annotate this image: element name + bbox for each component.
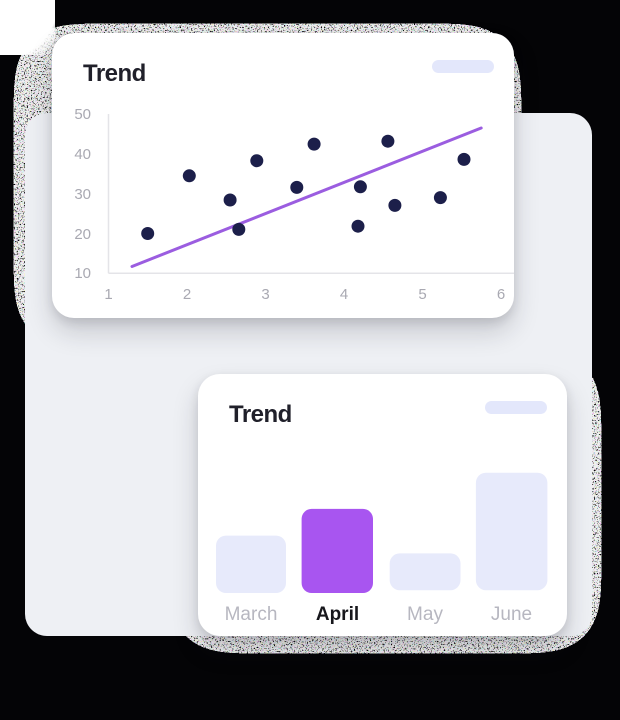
svg-text:50: 50	[74, 106, 91, 123]
svg-text:3: 3	[261, 286, 269, 303]
svg-text:10: 10	[74, 265, 91, 282]
svg-text:March: March	[225, 604, 278, 625]
svg-text:May: May	[407, 604, 443, 625]
svg-text:6: 6	[497, 286, 505, 303]
svg-text:4: 4	[340, 286, 348, 303]
svg-text:40: 40	[74, 146, 91, 163]
svg-text:5: 5	[418, 286, 426, 303]
svg-text:2: 2	[183, 286, 191, 303]
svg-text:June: June	[491, 604, 532, 625]
svg-text:30: 30	[74, 186, 91, 203]
svg-text:20: 20	[74, 226, 91, 243]
svg-text:April: April	[316, 604, 359, 625]
svg-text:1: 1	[104, 286, 112, 303]
